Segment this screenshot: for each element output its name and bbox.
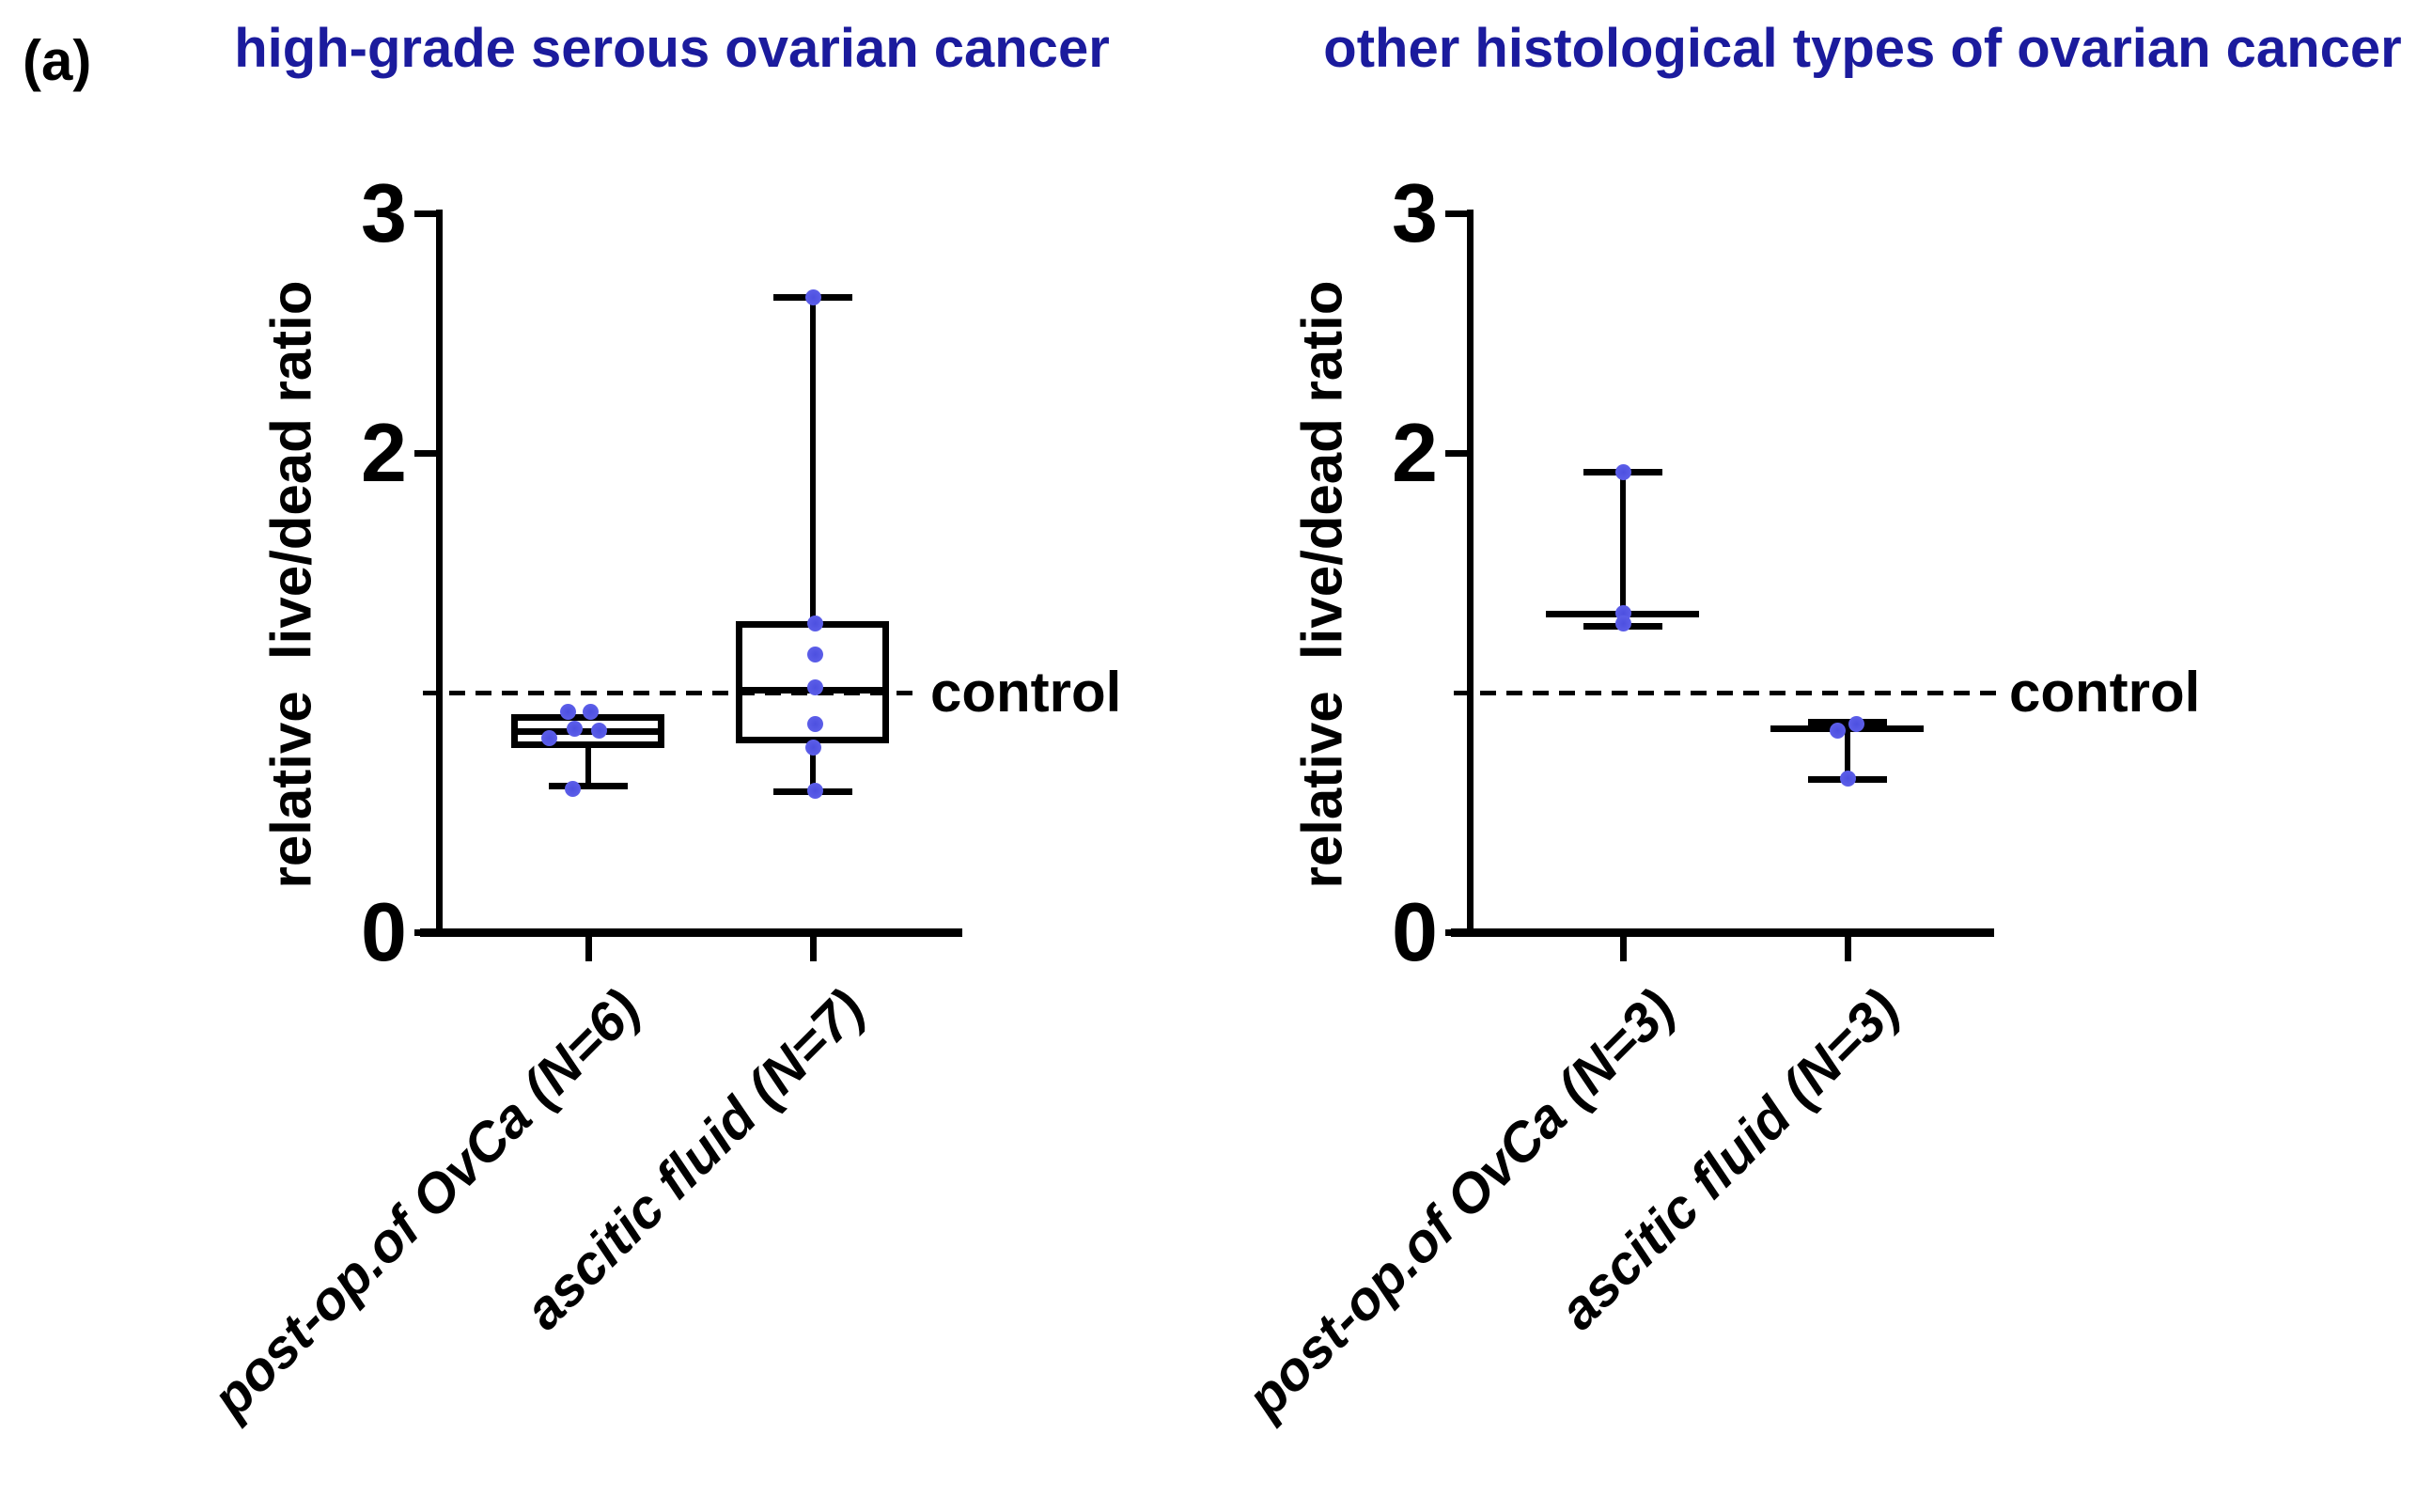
left-group2-data-point: [807, 783, 823, 799]
right-group2-data-point: [1840, 771, 1856, 787]
left-group2-data-point: [807, 716, 823, 732]
left-group1-data-point: [560, 704, 576, 720]
left-group1-data-point: [565, 781, 581, 797]
left-category-label-postop: post-op.of OvCa (N=6): [200, 977, 652, 1429]
left-y-tick: [414, 450, 440, 457]
right-y-tick-label: 2: [1392, 406, 1438, 499]
right-x-tick: [1845, 937, 1851, 961]
right-group2-data-point: [1848, 716, 1864, 732]
left-x-tick: [810, 937, 817, 961]
left-control-dashed-line: [423, 691, 923, 695]
right-y-axis: [1467, 210, 1474, 936]
left-control-line-label: control: [930, 661, 1122, 724]
left-group2-lower-whisker-line: [810, 743, 816, 791]
right-y-tick: [1445, 450, 1471, 457]
left-group2-upper-whisker-line: [810, 297, 816, 620]
left-y-tick: [414, 210, 440, 217]
left-y-tick-label: 2: [361, 406, 407, 499]
right-control-dashed-line: [1454, 691, 2002, 695]
right-group2-data-point: [1830, 723, 1846, 739]
right-x-axis: [1451, 928, 1994, 937]
left-group1-data-point: [591, 723, 607, 739]
left-panel-title: high-grade serous ovarian cancer: [234, 18, 1110, 79]
left-group1-lower-whisker-line: [585, 748, 591, 787]
right-x-tick: [1620, 937, 1627, 961]
left-group1-lower-whisker-cap: [549, 783, 628, 789]
right-group2-box-bar: [1808, 719, 1887, 728]
right-panel-title: other histological types of ovarian canc…: [1323, 18, 2402, 79]
right-group1-data-point: [1615, 464, 1631, 480]
right-y-tick-label: 0: [1392, 885, 1438, 978]
left-group1-data-point: [583, 704, 599, 720]
left-y-axis-label: relative live/dead ratio: [259, 280, 323, 889]
right-y-axis-label: relative live/dead ratio: [1290, 280, 1354, 889]
left-group2-data-point: [807, 647, 823, 662]
right-group1-data-point: [1615, 616, 1631, 631]
left-group2-data-point: [805, 289, 821, 305]
right-group1-upper-whisker-line: [1620, 472, 1626, 613]
right-y-tick: [1445, 929, 1471, 936]
left-x-tick: [585, 937, 592, 961]
right-y-tick: [1445, 210, 1471, 217]
left-x-axis: [420, 928, 962, 937]
left-y-tick: [414, 929, 440, 936]
figure-label: (a): [23, 29, 92, 92]
left-y-axis: [436, 210, 443, 936]
left-group2-data-point: [807, 679, 823, 695]
left-group1-data-point: [541, 730, 557, 746]
left-group2-data-point: [807, 616, 823, 631]
right-y-tick-label: 3: [1392, 166, 1438, 259]
right-category-label-postop: post-op.of OvCa (N=3): [1235, 977, 1687, 1429]
left-group2-data-point: [805, 740, 821, 756]
left-y-tick-label: 3: [361, 166, 407, 259]
left-group1-median-line: [511, 728, 664, 735]
right-group2-lower-whisker-line: [1845, 728, 1850, 779]
right-control-line-label: control: [2009, 661, 2201, 724]
left-group1-data-point: [567, 721, 583, 737]
left-y-tick-label: 0: [361, 885, 407, 978]
